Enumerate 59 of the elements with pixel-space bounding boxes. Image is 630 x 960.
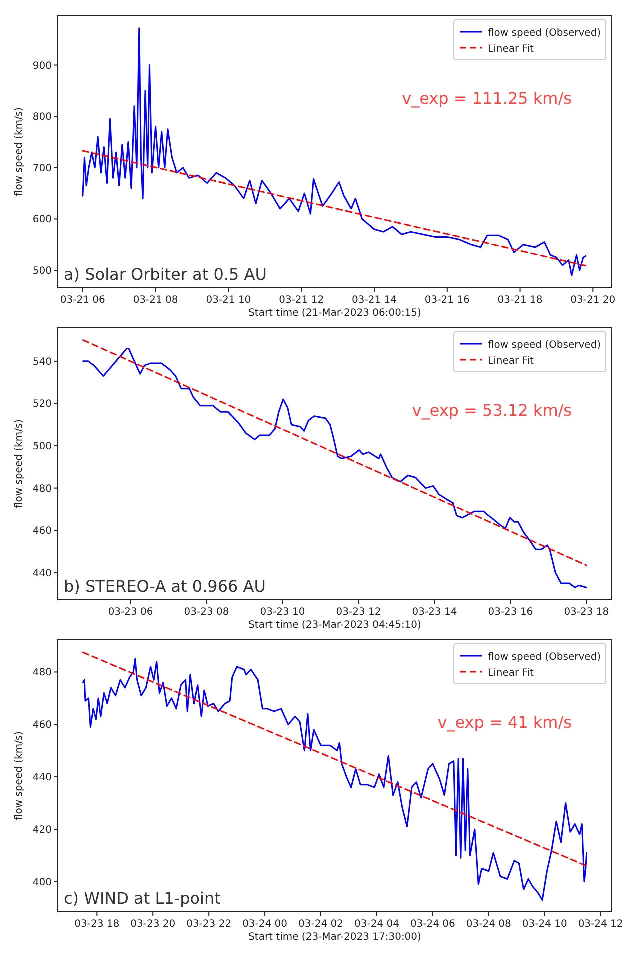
x-tick-label: 03-23 10 [260,607,306,618]
x-tick-label: 03-23 22 [186,919,232,930]
annotation: v_exp = 111.25 km/s [402,89,572,108]
x-tick-label: 03-24 06 [410,919,456,930]
y-axis-title: flow speed (km/s) [14,419,25,509]
x-tick-label: 03-23 18 [564,607,610,618]
y-axis-title: flow speed (km/s) [14,731,25,821]
x-axis-title: Start time (21-Mar-2023 06:00:15) [248,308,422,319]
y-tick-label: 900 [32,60,52,72]
y-tick-label: 500 [32,266,52,278]
x-tick-label: 03-23 08 [184,607,230,618]
x-axis-title: Start time (23-Mar-2023 17:30:00) [248,932,422,943]
x-tick-label: 03-21 20 [570,295,616,306]
x-tick-label: 03-23 16 [488,607,534,618]
annotation: c) WIND at L1-point [64,889,221,908]
y-tick-label: 600 [32,214,52,226]
annotation: v_exp = 41 km/s [438,713,572,732]
x-tick-label: 03-21 08 [133,295,178,306]
x-tick-label: 03-21 10 [206,295,252,306]
x-tick-label: 03-23 14 [412,607,458,618]
x-tick-label: 03-24 04 [354,919,400,930]
y-tick-label: 480 [32,668,52,679]
x-tick-label: 03-24 10 [522,919,568,930]
x-tick-label: 03-23 18 [74,919,120,930]
x-tick-label: 03-21 12 [279,295,324,306]
y-axis-title: flow speed (km/s) [14,107,25,197]
x-tick-label: 03-24 12 [578,919,624,930]
x-tick-label: 03-24 08 [466,919,512,930]
annotation: v_exp = 53.12 km/s [412,401,572,420]
y-tick-label: 400 [32,877,52,888]
y-tick-label: 440 [32,568,52,580]
x-axis-title: Start time (23-Mar-2023 04:45:10) [248,620,422,631]
y-tick-label: 440 [32,772,52,784]
y-tick-label: 500 [32,442,52,453]
annotation: b) STEREO-A at 0.966 AU [64,577,266,596]
x-tick-label: 03-21 18 [498,295,543,306]
x-tick-label: 03-23 06 [108,607,154,618]
x-tick-label: 03-21 16 [424,295,470,306]
y-tick-label: 480 [32,484,52,495]
legend-label: flow speed (Observed) [488,28,602,39]
y-tick-label: 460 [32,526,52,538]
y-tick-label: 460 [32,720,52,732]
x-tick-label: 03-23 20 [130,919,176,930]
x-tick-label: 03-23 12 [336,607,382,618]
x-tick-label: 03-24 02 [298,919,344,930]
y-tick-label: 800 [32,112,52,124]
legend-label: flow speed (Observed) [488,652,602,663]
legend-label: Linear Fit [488,44,534,55]
legend-label: Linear Fit [488,668,534,679]
y-tick-label: 540 [32,356,52,368]
x-tick-label: 03-21 06 [60,295,106,306]
legend-label: Linear Fit [488,356,534,367]
x-tick-label: 03-24 00 [242,919,288,930]
annotation: a) Solar Orbiter at 0.5 AU [64,265,267,284]
legend-label: flow speed (Observed) [488,340,602,351]
y-tick-label: 420 [32,824,52,836]
y-tick-label: 520 [32,399,52,410]
y-tick-label: 700 [32,163,52,174]
x-tick-label: 03-21 14 [352,295,397,306]
